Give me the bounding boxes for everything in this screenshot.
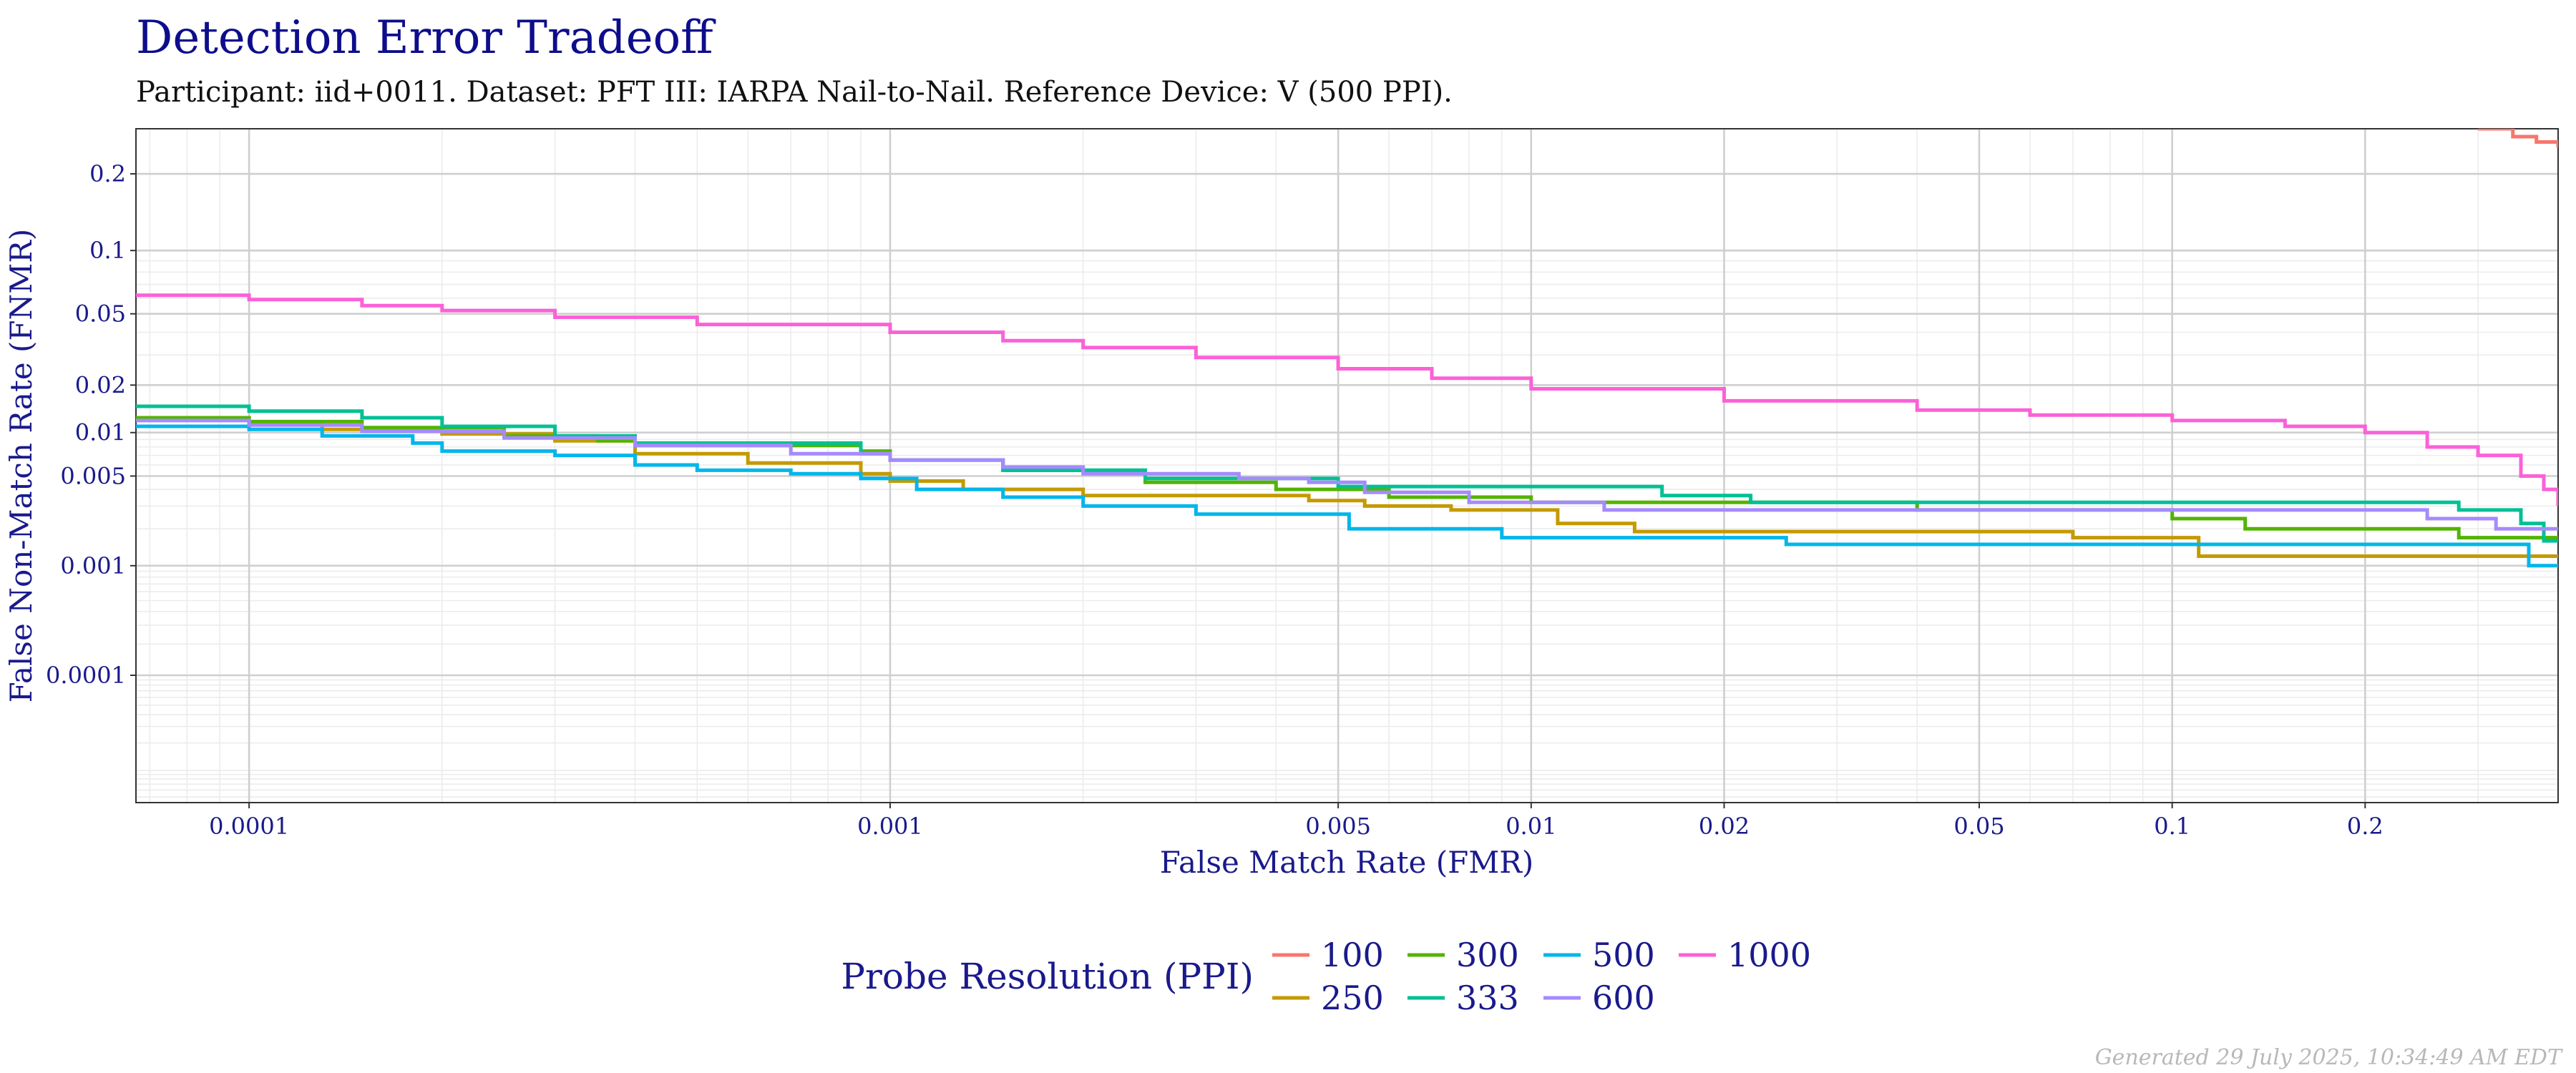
series-line-600 [136,418,2558,531]
legend-label-333: 333 [1456,979,1519,1017]
legend-label-250: 250 [1321,979,1384,1017]
series-line-500 [136,424,2558,568]
x-tick-label: 0.01 [1506,813,1556,840]
legend-label-1000: 1000 [1727,936,1811,974]
y-tick-label: 0.02 [75,371,126,398]
legend: Probe Resolution (PPI) 100 250 300 333 500 60… [841,936,1811,1017]
y-tick-label: 0.1 [89,237,126,264]
x-tick-label: 0.0001 [209,813,289,840]
plot-panel [136,129,2558,803]
legend-label-100: 100 [1321,936,1384,974]
y-tick-label: 0.2 [89,160,126,187]
chart-subtitle: Participant: iid+0011. Dataset: PFT III:… [136,76,1453,109]
legend-title: Probe Resolution (PPI) [841,956,1254,997]
grid-layer [136,129,2559,803]
chart-title: Detection Error Tradeoff [136,11,716,64]
y-tick-label: 0.001 [60,552,126,579]
legend-label-300: 300 [1456,936,1519,974]
legend-label-600: 600 [1592,979,1655,1017]
y-axis-title: False Non-Match Rate (FNMR) [4,229,39,703]
y-tick-label: 0.005 [60,463,126,490]
x-tick-label: 0.2 [2347,813,2384,840]
x-tick-label: 0.05 [1953,813,2004,840]
generated-timestamp: Generated 29 July 2025, 10:34:49 AM EDT [2095,1045,2563,1070]
y-tick-label: 0.05 [75,300,126,328]
x-tick-label: 0.005 [1305,813,1371,840]
series-layer [136,129,2558,568]
legend-label-500: 500 [1592,936,1655,974]
x-tick-label: 0.1 [2154,813,2190,840]
axis-layer: 0.0001 0.001 0.005 0.01 0.02 0.05 0.1 0.2 0.0001… [46,160,2384,840]
x-tick-label: 0.02 [1699,813,1750,840]
y-tick-label: 0.01 [75,419,126,446]
x-tick-label: 0.001 [857,813,923,840]
series-line-1000 [136,293,2558,506]
plot-panel-border [135,128,2559,803]
x-axis-title: False Match Rate (FMR) [1160,845,1534,880]
y-tick-label: 0.0001 [46,662,126,689]
series-line-100 [2478,129,2558,148]
